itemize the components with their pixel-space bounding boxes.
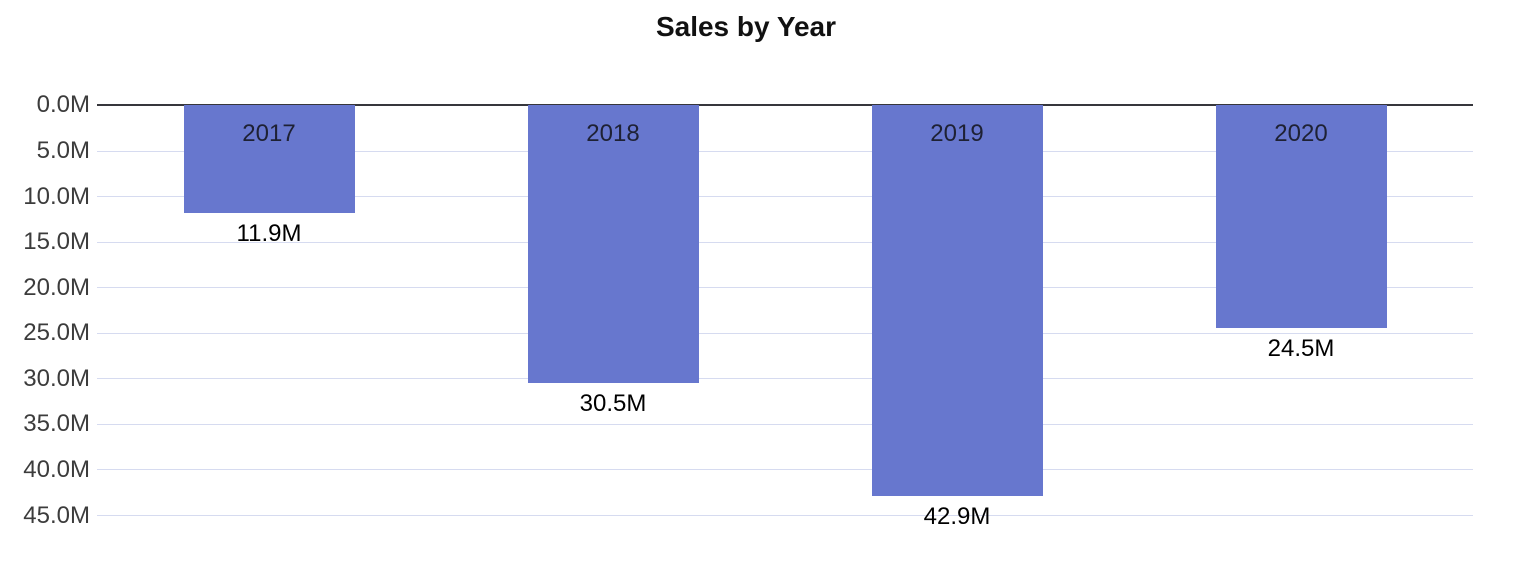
y-tick-label: 35.0M: [23, 410, 90, 438]
y-tick-label: 40.0M: [23, 455, 90, 483]
plot-area: 0.0M 5.0M 10.0M 15.0M 20.0M 25.0M 30.0M 35.0M 40…: [23, 93, 1473, 528]
gridline: 20.0M: [23, 275, 1473, 299]
bar-value-label: 11.9M: [236, 220, 302, 248]
y-tick-label: 30.0M: [23, 364, 90, 392]
bar-category-label: 2017: [242, 120, 296, 147]
bar-value-label: 42.9M: [923, 502, 991, 530]
gridline: 35.0M: [23, 412, 1473, 436]
bar-value-label: 30.5M: [579, 389, 647, 417]
bar-2018: 2018 30.5M: [527, 105, 699, 415]
gridline: 45.0M: [23, 503, 1473, 527]
gridline: 5.0M: [37, 139, 1473, 163]
y-tick-label: 25.0M: [23, 319, 90, 347]
y-tick-label: 5.0M: [36, 137, 90, 165]
bar-category-label: 2020: [1274, 120, 1328, 147]
gridline: 25.0M: [23, 321, 1473, 345]
gridline: 10.0M: [23, 184, 1473, 208]
bar-category-label: 2019: [930, 120, 984, 147]
bar-2020: 2020 24.5M: [1215, 105, 1387, 361]
y-tick-label: 45.0M: [23, 501, 90, 529]
gridline: 15.0M: [23, 230, 1473, 254]
gridline: 30.0M: [23, 366, 1473, 390]
bar-category-label: 2018: [586, 120, 640, 147]
y-tick-label: 20.0M: [23, 273, 90, 301]
bar-value-label: 24.5M: [1267, 335, 1335, 363]
chart-title: Sales by Year: [655, 11, 837, 42]
bar-2019: 2019 42.9M: [871, 105, 1043, 528]
y-tick-label: 0.0M: [36, 91, 90, 118]
y-tick-label: 10.0M: [23, 182, 90, 210]
gridline: 40.0M: [23, 457, 1473, 481]
y-tick-label: 15.0M: [23, 228, 90, 256]
axis-zero-line: 0.0M: [37, 93, 1473, 117]
bar-2017: 2017 11.9M: [183, 105, 355, 246]
